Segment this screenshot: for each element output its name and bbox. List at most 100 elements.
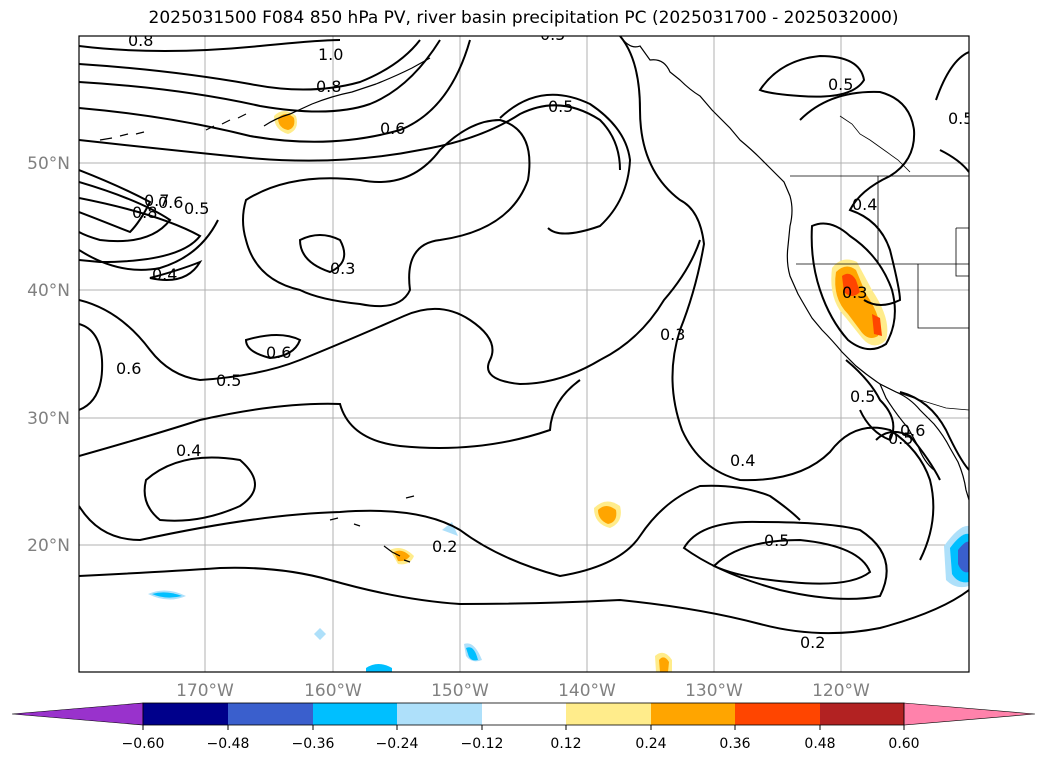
contour-label: 0.5	[216, 371, 241, 390]
precip-neg-center	[442, 522, 458, 536]
contour-label: 0.5	[548, 97, 573, 116]
colorbar-tick-label: −0.12	[461, 736, 504, 752]
contour-0-5-northeast	[935, 51, 969, 173]
contour-0-6-west	[79, 197, 202, 264]
contour-0-8-west	[79, 169, 152, 234]
contour-0-4-coast	[799, 90, 916, 306]
contour-0-8	[79, 39, 441, 113]
contour-0-5-west	[79, 219, 219, 271]
colorbar-frame	[142, 702, 905, 726]
contour-0-5-inner	[712, 538, 872, 585]
contour-label: 0.6	[900, 421, 925, 440]
contour-0-5-central	[79, 239, 701, 386]
contour-label: 0.6	[380, 119, 405, 138]
coastline-north-america	[619, 36, 969, 501]
precip-sierra-core	[872, 314, 882, 336]
contour-0-3-center	[298, 234, 346, 274]
colorbar: −0.60 −0.48 −0.36 −0.24 −0.12 0.12 0.24 …	[11, 702, 1036, 752]
contour-label: 0.4	[852, 195, 877, 214]
precip-midocean-core	[598, 506, 617, 524]
precip-neg-mexico-core	[958, 541, 969, 573]
colorbar-segment	[482, 703, 566, 725]
contour-1-0	[79, 39, 421, 91]
contour-0-5-north	[79, 104, 621, 171]
colorbar-tick-label: 0.12	[550, 736, 581, 752]
colorbar-segment	[566, 703, 651, 725]
colorbar-segment	[228, 703, 313, 725]
colorbar-tick-label: 0.24	[635, 736, 666, 752]
contour-label: 0.8	[128, 31, 153, 50]
precip-neg-west-core	[152, 592, 182, 598]
colorbar-segment	[143, 703, 228, 725]
precip-neg-mid-core	[466, 647, 478, 661]
contour-labels: 0.8 1.0 0.8 0.6 0.5 0.5 0.5 0.8 0.7 0.6 …	[116, 25, 973, 652]
colorbar-segment	[735, 703, 820, 725]
contour-label: 0.6	[158, 193, 183, 212]
colorbar-extend-low	[11, 702, 144, 726]
colorbar-tick-label: 0.48	[804, 736, 835, 752]
contour-0-2-north	[79, 484, 801, 578]
contour-label: 0.5	[764, 531, 789, 550]
contour-label: 0.3	[660, 325, 685, 344]
contour-0-3-california	[810, 222, 896, 351]
contour-label: 1.0	[318, 45, 343, 64]
contour-label: 0.5	[850, 387, 875, 406]
border-state-4	[955, 227, 969, 277]
lon-label-130w: 130°W	[685, 681, 743, 701]
lat-labels: 50°N 40°N 30°N 20°N	[27, 154, 70, 556]
precip-south-core	[659, 657, 669, 672]
contour-label: 0.3	[842, 283, 867, 302]
contour-label: 0.4	[176, 441, 201, 460]
lat-label-30n: 30°N	[27, 409, 70, 429]
contour-label: 0.7	[144, 191, 169, 210]
contour-0-5-mid	[499, 93, 632, 235]
colorbar-segment	[651, 703, 735, 725]
pv-contours	[79, 36, 969, 635]
contour-0-6-west-south	[79, 323, 104, 411]
colorbar-tick-label: −0.24	[376, 736, 419, 752]
lat-label-40n: 40°N	[27, 281, 70, 301]
map-area	[79, 36, 969, 672]
contour-0-6-center	[244, 334, 302, 360]
precip-aleutian-core	[278, 114, 295, 130]
coastline-baja	[879, 383, 935, 471]
lon-labels: 170°W 160°W 150°W 140°W 130°W 120°W	[176, 681, 870, 701]
contour-label: 0.2	[432, 537, 457, 556]
contour-0-4-center	[242, 118, 531, 308]
contour-label: 0.6	[266, 343, 291, 362]
political-borders	[790, 115, 969, 411]
precip-hawaii-core	[394, 550, 410, 562]
contour-0-6-mexico	[899, 391, 969, 471]
contour-label: 0.4	[730, 451, 755, 470]
lat-label-20n: 20°N	[27, 536, 70, 556]
colorbar-segment	[313, 703, 397, 725]
contour-0-5-baja	[845, 359, 895, 442]
lon-label-140w: 140°W	[558, 681, 616, 701]
contour-0-7-west	[79, 181, 172, 243]
contour-label: 0.5	[540, 25, 565, 44]
colorbar-tick-label: −0.48	[207, 736, 250, 752]
lon-label-160w: 160°W	[304, 681, 362, 701]
contour-0-3-baja	[875, 430, 941, 481]
contour-label: 0.8	[316, 77, 341, 96]
contour-label: 0.5	[184, 199, 209, 218]
precip-neg-small	[314, 628, 326, 640]
contour-label: 0.5	[828, 75, 853, 94]
border-state-3	[917, 264, 969, 329]
precip-california-core	[842, 273, 860, 296]
contour-label: 0.4	[152, 265, 177, 284]
contour-label: 0.5	[888, 429, 913, 448]
lon-label-150w: 150°W	[431, 681, 489, 701]
colorbar-tick-label: −0.60	[122, 736, 165, 752]
contour-label: 0.6	[116, 359, 141, 378]
colorbar-extend-high	[903, 702, 1036, 726]
precip-neg-bottom	[366, 664, 392, 672]
contour-0-6	[79, 39, 471, 143]
contour-0-4-west	[149, 259, 203, 281]
coastline-aleutian-islands	[99, 113, 247, 141]
contour-label: 0.5	[948, 109, 973, 128]
colorbar-tick-label: −0.36	[292, 736, 335, 752]
contour-label: 0.3	[330, 259, 355, 278]
lon-label-170w: 170°W	[176, 681, 234, 701]
